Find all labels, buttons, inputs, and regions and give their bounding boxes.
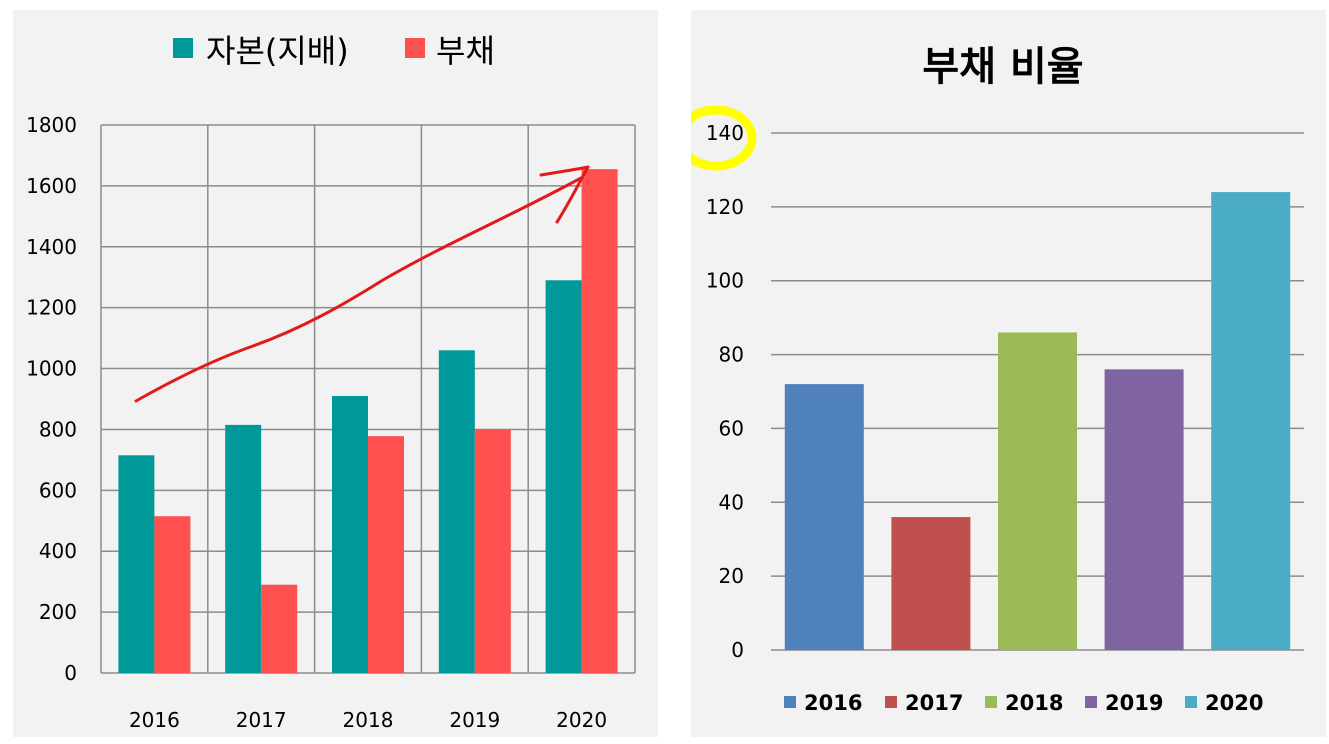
bar-equity [545,280,582,673]
bar-debt [581,169,618,673]
x-tick-label: 2016 [129,708,180,732]
bar-equity [332,395,368,673]
legend-swatch-debt [405,38,425,58]
legend-label-equity: 자본(지배) [206,32,349,70]
legend-swatch [784,696,796,708]
legend-swatch [1185,696,1197,708]
y-tick-label: 1800 [26,113,77,137]
y-tick-label: 0 [731,638,744,662]
y-tick-label: 40 [719,490,744,514]
legend-label: 2016 [804,691,862,715]
legend-label: 2020 [1205,691,1263,715]
legend-swatch [1085,696,1097,708]
legend-swatch [985,696,997,708]
bar-equity [438,350,475,673]
legend-label: 2019 [1105,691,1163,715]
bar-debt [368,436,404,673]
legend-label-debt: 부채 [436,32,495,70]
legend-label: 2017 [905,691,963,715]
bar-equity [225,424,262,673]
y-tick-label: 80 [719,343,744,367]
y-tick-label: 200 [39,600,77,624]
y-tick-label: 60 [719,416,744,440]
bar-debt-ratio-2017 [891,517,971,650]
trend-arrow-head [539,165,590,224]
highlight-mark [691,105,757,171]
right-chart-panel: 부채 비율 0 20 40 60 80 100 120 140 2016 2017 2018 201… [691,10,1326,737]
legend-label: 2018 [1005,691,1063,715]
y-tick-label: 1000 [26,357,77,381]
y-tick-label: 120 [706,195,744,219]
left-chart-panel: 자본(지배) 부채 0 200 400 600 800 1000 1200 1400 1600 1… [13,10,658,737]
right-bar-chart: 부채 비율 0 20 40 60 80 100 120 140 2016 2017 2018 201… [691,44,1304,715]
left-bar-chart: 자본(지배) 부채 0 200 400 600 800 1000 1200 1400 1600 1… [26,32,636,732]
y-tick-label: 100 [706,269,744,293]
y-tick-label: 600 [39,478,77,502]
chart-title: 부채 비율 [922,44,1083,90]
y-tick-label: 140 [706,121,744,145]
y-tick-label: 400 [39,539,77,563]
y-tick-label: 1400 [26,235,77,259]
bar-debt-ratio-2018 [998,332,1077,650]
trend-arrow-line [134,176,583,403]
y-tick-label: 20 [719,564,744,588]
bar-debt [474,429,511,673]
x-tick-label: 2018 [343,708,394,732]
bar-debt-ratio-2016 [784,384,864,650]
bar-debt [154,516,191,673]
y-tick-label: 800 [39,417,77,441]
bar-debt-ratio-2019 [1104,369,1184,650]
bar-debt [261,584,298,673]
bar-equity [118,455,155,673]
y-tick-label: 0 [64,661,77,685]
x-tick-label: 2020 [556,708,607,732]
legend-swatch [885,696,897,708]
bar-debt-ratio-2020 [1211,192,1291,651]
x-tick-label: 2019 [449,708,500,732]
y-tick-label: 1200 [26,296,77,320]
legend-swatch-equity [173,38,193,58]
x-tick-label: 2017 [236,708,287,732]
y-tick-label: 1600 [26,174,77,198]
